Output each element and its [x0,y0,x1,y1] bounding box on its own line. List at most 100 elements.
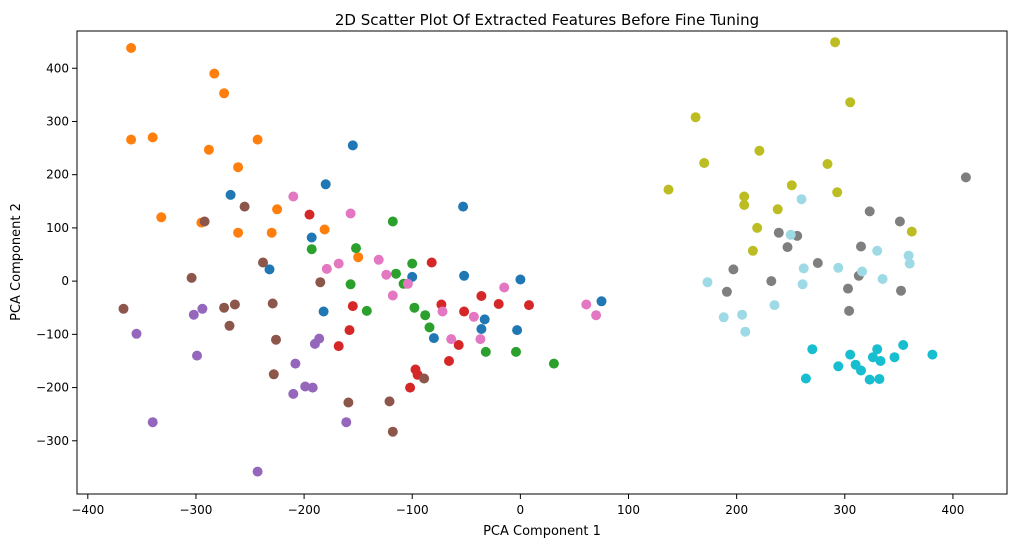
scatter-point-s7-12 [896,285,906,296]
scatter-point-s0-5 [264,264,275,275]
scatter-point-s6-4 [373,254,384,265]
scatter-point-s9-3 [927,349,938,360]
scatter-point-s1-8 [156,212,167,223]
x-tick-label: −200 [288,503,321,517]
scatter-point-s3-2 [476,291,487,301]
scatter-point-s3-10 [453,340,464,350]
scatter-point-s9-13 [874,374,885,384]
scatter-point-s4-3 [192,350,202,361]
scatter-point-s6-11 [446,334,457,345]
scatter-point-s4-9 [288,388,299,399]
scatter-point-s8-7 [786,180,797,191]
scatter-point-s5-13 [384,396,395,407]
scatter-point-s5-15 [419,373,430,384]
scatter-point-s0-8 [515,274,526,285]
scatter-point-s1-4 [126,134,137,145]
scatter-point-s7-2 [894,216,905,227]
x-tick-label: 400 [941,503,964,517]
scatter-point-s7-10 [721,286,732,297]
scatter-point-s3-14 [405,382,416,393]
scatter-point-s0-9 [318,306,329,317]
chart-title: 2D Scatter Plot Of Extracted Features Be… [335,11,759,29]
scatter-point-s3-7 [347,301,358,312]
scatter-point-s0-14 [596,296,607,307]
scatter-point-s2-12 [511,346,521,357]
y-tick-label: 0 [61,274,69,288]
scatter-point-s5-11 [268,369,279,380]
scatter-point-s9-5 [867,352,878,363]
x-tick-label: 300 [833,503,856,517]
scatter-point-s6-12 [475,334,486,345]
scatter-point-s0-4 [306,232,317,243]
scatter-point-s7-5 [782,242,793,253]
scatter-point-s10-1 [785,229,796,240]
scatter-point-s6-9 [437,306,448,317]
scatter-point-s2-2 [351,243,361,254]
scatter-point-s0-13 [512,325,523,336]
scatter-point-s1-14 [353,252,364,263]
scatter-point-s8-0 [830,37,841,48]
scatter-point-s2-0 [387,216,398,227]
scatter-point-s3-1 [426,257,437,268]
scatter-point-s4-6 [314,333,325,344]
scatter-point-s8-3 [754,145,765,156]
scatter-point-s1-1 [209,68,220,79]
scatter-point-s0-10 [479,314,490,325]
scatter-point-s1-7 [233,162,244,173]
scatter-point-s7-0 [960,172,971,183]
scatter-point-s4-1 [188,309,199,320]
scatter-point-s7-8 [812,258,823,268]
scatter-point-s9-9 [833,361,844,372]
y-tick-label: 400 [46,61,69,75]
scatter-point-s9-6 [889,352,900,363]
scatter-point-s10-14 [740,326,751,337]
scatter-point-s10-11 [769,300,780,311]
scatter-point-s8-14 [747,245,758,256]
scatter-point-s10-12 [718,312,729,323]
points-layer [118,37,971,477]
scatter-point-s8-4 [699,158,710,168]
scatter-point-s8-10 [739,200,750,210]
scatter-point-s9-7 [875,356,886,366]
scatter-point-s0-12 [428,333,439,344]
scatter-point-s1-11 [319,224,330,235]
scatter-point-s6-13 [581,299,592,310]
scatter-point-s4-10 [341,417,352,428]
y-axis-label: PCA Component 2 [9,203,24,321]
scatter-point-s3-9 [333,341,344,352]
scatter-point-s2-10 [424,322,435,333]
scatter-point-s5-2 [258,257,268,268]
scatter-point-s2-7 [361,305,372,316]
scatter-point-s5-1 [199,216,210,227]
scatter-point-s8-8 [832,187,843,198]
x-tick-label: 0 [517,503,525,517]
y-tick-label: 300 [46,114,69,128]
scatter-point-s9-4 [845,349,856,360]
scatter-point-s1-2 [219,88,230,99]
scatter-point-s1-6 [252,134,263,145]
scatter-point-s9-2 [898,340,909,350]
scatter-point-s9-12 [864,374,875,385]
scatter-point-s0-0 [347,140,358,151]
scatter-point-s6-8 [499,282,510,293]
scatter-point-s6-3 [321,263,332,274]
scatter-point-s0-11 [476,324,487,334]
scatter-point-s0-6 [459,270,470,281]
scatter-point-s6-5 [381,269,392,280]
scatter-point-s5-9 [224,320,235,331]
x-tick-label: −300 [179,503,212,517]
scatter-point-s10-2 [872,245,883,256]
scatter-point-s10-0 [796,194,807,205]
scatter-point-s2-13 [548,358,559,369]
scatter-point-s10-7 [904,258,915,269]
scatter-point-s1-10 [272,204,283,215]
scatter-point-s5-10 [271,334,281,345]
y-tick-label: 200 [46,168,69,182]
scatter-point-s7-3 [773,227,784,238]
scatter-point-s9-10 [856,365,866,376]
scatter-point-s3-5 [524,300,534,311]
scatter-point-s1-3 [147,132,158,143]
scatter-point-s9-11 [800,373,811,384]
scatter-point-s7-14 [844,305,855,316]
scatter-point-s4-11 [147,417,158,428]
